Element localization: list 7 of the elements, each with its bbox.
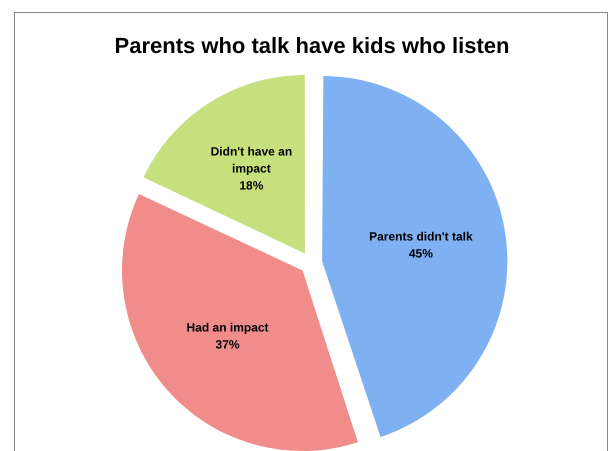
data-label: 37% [216, 337, 240, 352]
slice-label: Had an impact [186, 320, 269, 334]
data-label: 45% [408, 246, 434, 260]
chart-title: Parents who talk have kids who listen [114, 33, 510, 59]
slice-label: Didn't have an impact [210, 144, 292, 176]
data-label: 18% [239, 178, 264, 192]
slice-label: Parents didn't talk [369, 229, 473, 244]
